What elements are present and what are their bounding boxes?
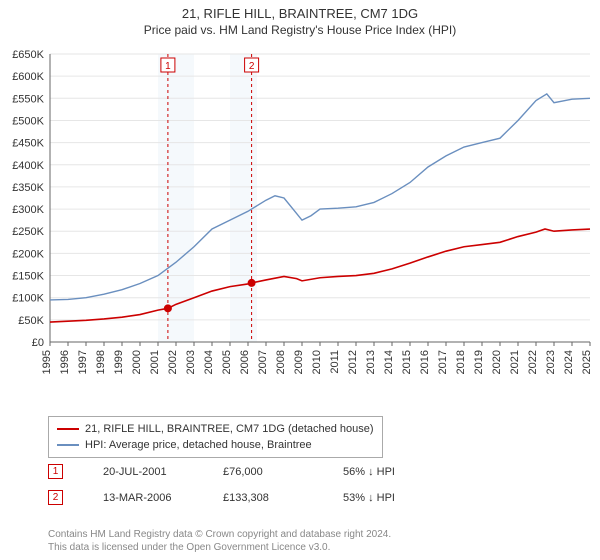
chart-container: 21, RIFLE HILL, BRAINTREE, CM7 1DG Price… xyxy=(0,0,600,560)
svg-text:£450K: £450K xyxy=(12,138,44,150)
svg-text:2005: 2005 xyxy=(221,350,233,374)
svg-text:2011: 2011 xyxy=(329,350,341,374)
marker-pct-2: 53% ↓ HPI xyxy=(343,492,423,504)
svg-text:£650K: £650K xyxy=(12,49,44,61)
legend-item: HPI: Average price, detached house, Brai… xyxy=(57,437,374,453)
svg-text:£350K: £350K xyxy=(12,182,44,194)
marker-pct-1: 56% ↓ HPI xyxy=(343,466,423,478)
marker-row-2: 2 13-MAR-2006 £133,308 53% ↓ HPI xyxy=(48,490,423,505)
svg-text:1998: 1998 xyxy=(95,350,107,374)
svg-text:£100K: £100K xyxy=(12,293,44,305)
legend-swatch xyxy=(57,428,79,430)
svg-text:2003: 2003 xyxy=(185,350,197,374)
svg-text:2010: 2010 xyxy=(311,350,323,374)
legend: 21, RIFLE HILL, BRAINTREE, CM7 1DG (deta… xyxy=(48,416,383,458)
legend-swatch xyxy=(57,444,79,446)
legend-label: 21, RIFLE HILL, BRAINTREE, CM7 1DG (deta… xyxy=(85,421,374,437)
svg-text:2004: 2004 xyxy=(203,350,215,374)
legend-item: 21, RIFLE HILL, BRAINTREE, CM7 1DG (deta… xyxy=(57,421,374,437)
svg-text:2000: 2000 xyxy=(131,350,143,374)
svg-text:2016: 2016 xyxy=(419,350,431,374)
svg-text:£0: £0 xyxy=(32,337,44,349)
marker-date-1: 20-JUL-2001 xyxy=(103,466,183,478)
svg-text:2018: 2018 xyxy=(455,350,467,374)
svg-text:2017: 2017 xyxy=(437,350,449,374)
svg-text:£200K: £200K xyxy=(12,248,44,260)
svg-text:£50K: £50K xyxy=(18,315,44,327)
chart-area: £0 £50K £100K £150K £200K £250K £300K £350K £400… xyxy=(0,44,600,404)
line-chart-svg: £0 £50K £100K £150K £200K £250K £300K £350K £400… xyxy=(0,44,600,404)
marker-row-1: 1 20-JUL-2001 £76,000 56% ↓ HPI xyxy=(48,464,423,479)
marker-price-1: £76,000 xyxy=(223,466,303,478)
svg-text:2021: 2021 xyxy=(509,350,521,374)
svg-text:2023: 2023 xyxy=(545,350,557,374)
svg-text:2013: 2013 xyxy=(365,350,377,374)
svg-text:2006: 2006 xyxy=(239,350,251,374)
attribution-line1: Contains HM Land Registry data © Crown c… xyxy=(48,528,391,541)
svg-text:£400K: £400K xyxy=(12,160,44,172)
svg-text:2008: 2008 xyxy=(275,350,287,374)
svg-text:2022: 2022 xyxy=(527,350,539,374)
chart-title: 21, RIFLE HILL, BRAINTREE, CM7 1DG xyxy=(0,0,600,21)
marker-badge-2: 2 xyxy=(48,490,63,505)
svg-text:2007: 2007 xyxy=(257,350,269,374)
marker-date-2: 13-MAR-2006 xyxy=(103,492,183,504)
svg-text:2025: 2025 xyxy=(581,350,593,374)
legend-label: HPI: Average price, detached house, Brai… xyxy=(85,437,312,453)
svg-text:2002: 2002 xyxy=(167,350,179,374)
svg-text:2015: 2015 xyxy=(401,350,413,374)
svg-text:2020: 2020 xyxy=(491,350,503,374)
svg-text:£500K: £500K xyxy=(12,115,44,127)
svg-text:2009: 2009 xyxy=(293,350,305,374)
svg-text:2019: 2019 xyxy=(473,350,485,374)
marker-price-2: £133,308 xyxy=(223,492,303,504)
svg-text:£300K: £300K xyxy=(12,204,44,216)
svg-text:2001: 2001 xyxy=(149,350,161,374)
svg-text:1999: 1999 xyxy=(113,350,125,374)
attribution-line2: This data is licensed under the Open Gov… xyxy=(48,541,391,554)
svg-text:2014: 2014 xyxy=(383,350,395,374)
svg-text:1: 1 xyxy=(165,61,171,72)
chart-subtitle: Price paid vs. HM Land Registry's House … xyxy=(0,21,600,37)
marker-badge-1: 1 xyxy=(48,464,63,479)
svg-text:1995: 1995 xyxy=(41,350,53,374)
svg-text:£250K: £250K xyxy=(12,226,44,238)
svg-text:2012: 2012 xyxy=(347,350,359,374)
svg-text:1996: 1996 xyxy=(59,350,71,374)
svg-text:1997: 1997 xyxy=(77,350,89,374)
svg-text:£150K: £150K xyxy=(12,271,44,283)
attribution: Contains HM Land Registry data © Crown c… xyxy=(48,528,391,554)
svg-text:2024: 2024 xyxy=(563,350,575,374)
svg-text:2: 2 xyxy=(249,61,255,72)
svg-text:£550K: £550K xyxy=(12,93,44,105)
svg-text:£600K: £600K xyxy=(12,71,44,83)
